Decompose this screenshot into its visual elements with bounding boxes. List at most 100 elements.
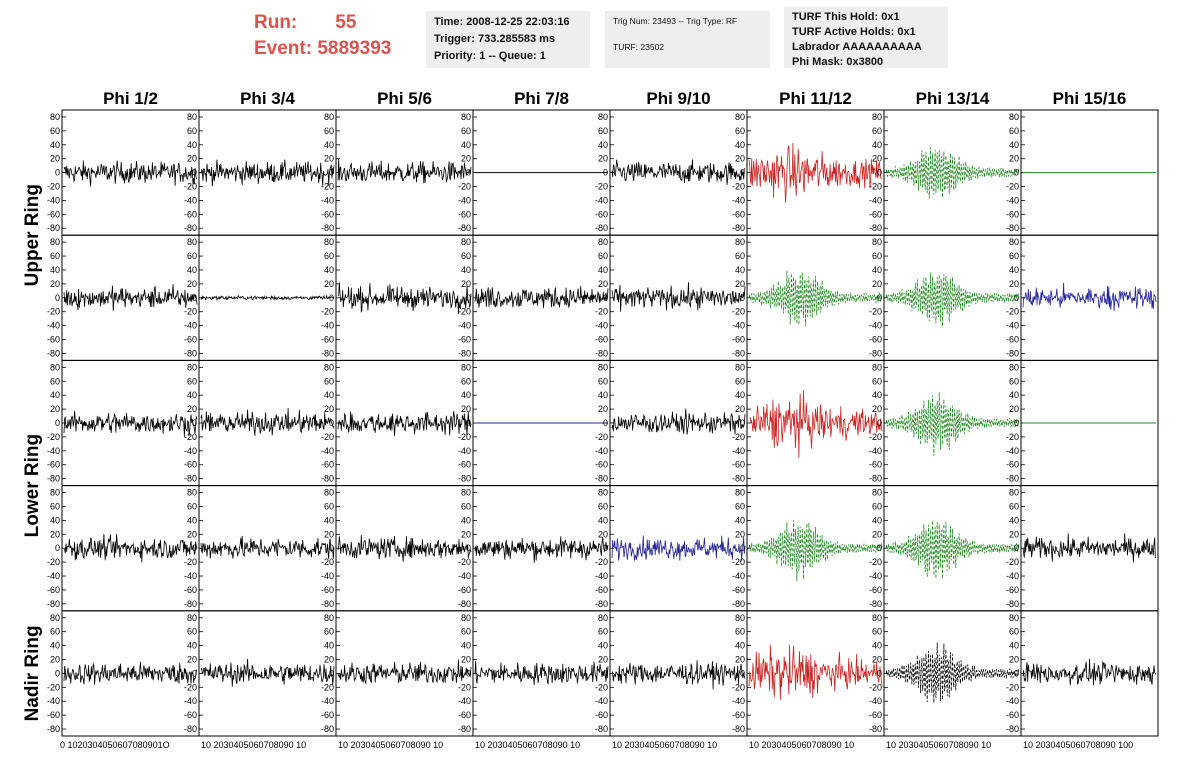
y-tick-label: 0 (603, 668, 608, 678)
y-tick-label: 60 (187, 376, 197, 386)
waveform-line (885, 272, 1020, 327)
waveform-line (885, 520, 1020, 579)
y-tick-label: -60 (869, 335, 882, 345)
y-tick-label: -60 (1006, 710, 1019, 720)
y-tick-label: 80 (598, 613, 608, 623)
y-tick-label: 80 (872, 488, 882, 498)
y-tick-label: 80 (50, 362, 60, 372)
y-tick-label: 20 (324, 404, 334, 414)
y-tick-label: -80 (458, 599, 471, 609)
y-tick-label: -20 (1006, 307, 1019, 317)
y-tick-label: 20 (324, 529, 334, 539)
y-tick-label: 80 (735, 237, 745, 247)
y-tick-label: 80 (872, 362, 882, 372)
y-tick-label: -40 (595, 446, 608, 456)
y-tick-label: -20 (869, 682, 882, 692)
y-tick-label: -60 (1006, 335, 1019, 345)
y-tick-label: 40 (50, 515, 60, 525)
time-info-box: Time: 2008-12-25 22:03:16 Trigger: 733.2… (426, 11, 590, 68)
y-tick-label: -20 (321, 432, 334, 442)
y-tick-label: -20 (458, 307, 471, 317)
y-tick-label: -40 (458, 446, 471, 456)
y-tick-label: -40 (595, 696, 608, 706)
y-tick-label: -40 (1006, 446, 1019, 456)
y-tick-label: -40 (47, 696, 60, 706)
y-tick-label: -40 (184, 571, 197, 581)
y-tick-label: -60 (732, 460, 745, 470)
y-tick-label: 80 (598, 362, 608, 372)
y-tick-label: -80 (184, 223, 197, 233)
y-tick-label: 80 (324, 362, 334, 372)
y-tick-label: -40 (869, 696, 882, 706)
y-tick-label: 0 (466, 418, 471, 428)
y-tick-label: -80 (595, 223, 608, 233)
y-tick-label: -40 (732, 571, 745, 581)
y-tick-label: -20 (732, 307, 745, 317)
y-tick-label: -40 (595, 195, 608, 205)
y-tick-label: 0 (740, 543, 745, 553)
y-tick-label: 0 (329, 543, 334, 553)
y-tick-label: -40 (1006, 696, 1019, 706)
y-tick-label: 20 (872, 529, 882, 539)
y-tick-label: 40 (735, 140, 745, 150)
y-tick-label: 80 (187, 237, 197, 247)
y-tick-label: 0 (55, 418, 60, 428)
y-tick-label: 0 (466, 168, 471, 178)
y-tick-label: 60 (324, 627, 334, 637)
y-tick-label: -80 (1006, 724, 1019, 734)
y-tick-label: -80 (732, 724, 745, 734)
run-label: Run: (254, 12, 298, 33)
y-tick-label: 20 (735, 654, 745, 664)
y-tick-label: -60 (458, 585, 471, 595)
y-tick-label: 40 (598, 140, 608, 150)
column-title: Phi 1/2 (103, 89, 158, 108)
trigger-line: Trigger: 733.285583 ms (434, 33, 556, 45)
y-tick-label: 60 (598, 251, 608, 261)
y-tick-label: -60 (869, 585, 882, 595)
y-tick-label: 40 (461, 515, 471, 525)
y-tick-label: 20 (598, 404, 608, 414)
waveform-line (200, 407, 335, 436)
waveform-line (748, 520, 883, 582)
y-tick-label: 60 (735, 126, 745, 136)
waveform-line (1022, 533, 1157, 563)
y-tick-label: 0 (603, 543, 608, 553)
y-tick-label: 0 (192, 418, 197, 428)
y-tick-label: -40 (458, 696, 471, 706)
y-tick-label: 60 (1009, 376, 1019, 386)
y-tick-label: -80 (458, 348, 471, 358)
waveform-line (748, 644, 883, 700)
y-tick-label: 40 (872, 641, 882, 651)
waveform-line (63, 160, 198, 187)
y-tick-label: 0 (1014, 668, 1019, 678)
y-tick-label: -20 (321, 682, 334, 692)
waveform-line (337, 282, 472, 314)
y-tick-label: -40 (458, 195, 471, 205)
y-tick-label: 80 (598, 112, 608, 122)
y-tick-label: -40 (47, 195, 60, 205)
y-tick-label: 80 (324, 613, 334, 623)
y-tick-label: 20 (187, 654, 197, 664)
y-tick-label: -40 (458, 321, 471, 331)
event-value: 5889393 (317, 38, 392, 59)
y-tick-label: -60 (458, 335, 471, 345)
y-tick-label: 60 (324, 126, 334, 136)
y-tick-label: 60 (872, 376, 882, 386)
y-tick-label: -80 (1006, 348, 1019, 358)
y-tick-label: -40 (458, 571, 471, 581)
y-tick-label: 20 (1009, 154, 1019, 164)
y-tick-label: 80 (1009, 488, 1019, 498)
y-tick-label: 60 (598, 376, 608, 386)
y-tick-label: 60 (735, 501, 745, 511)
y-tick-label: -20 (321, 557, 334, 567)
y-tick-label: -40 (732, 321, 745, 331)
y-tick-label: -20 (47, 307, 60, 317)
y-tick-label: -60 (321, 209, 334, 219)
y-tick-label: 40 (324, 390, 334, 400)
y-tick-label: 20 (735, 529, 745, 539)
y-tick-label: 40 (735, 265, 745, 275)
y-tick-label: 40 (324, 515, 334, 525)
y-tick-label: 60 (187, 126, 197, 136)
y-tick-label: -60 (732, 335, 745, 345)
y-tick-label: 80 (1009, 362, 1019, 372)
